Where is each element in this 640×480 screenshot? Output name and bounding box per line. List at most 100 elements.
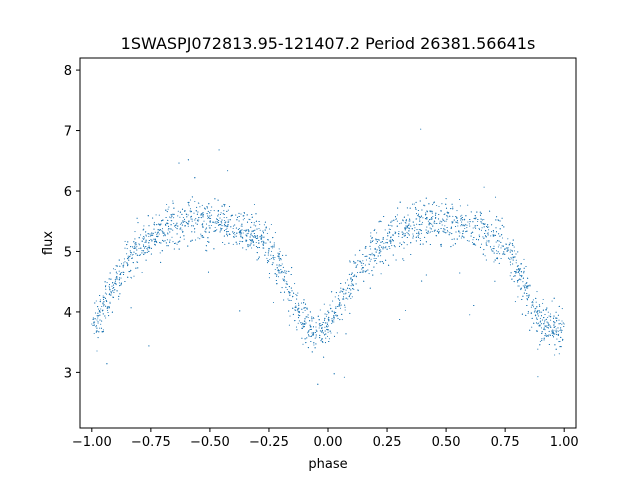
scatter-point xyxy=(142,244,145,246)
scatter-point xyxy=(325,337,327,339)
scatter-point xyxy=(351,283,353,285)
scatter-point xyxy=(181,229,183,231)
scatter-point xyxy=(438,231,440,233)
data-point xyxy=(91,323,93,325)
scatter-point xyxy=(350,292,352,294)
scatter-point xyxy=(116,265,118,267)
scatter-point xyxy=(384,247,386,249)
scatter-point xyxy=(439,222,441,224)
scatter-point xyxy=(435,235,437,237)
scatter-point xyxy=(433,230,435,232)
scatter-point xyxy=(378,221,380,223)
scatter-point xyxy=(199,238,201,240)
scatter-point xyxy=(337,317,339,319)
scatter-point xyxy=(558,305,560,307)
scatter-point xyxy=(327,310,329,312)
scatter-point xyxy=(195,218,197,220)
scatter-point xyxy=(395,232,397,234)
scatter-point xyxy=(249,236,251,238)
scatter-point xyxy=(136,254,138,256)
scatter-point xyxy=(561,329,563,331)
scatter-point xyxy=(321,341,323,343)
scatter-point xyxy=(222,241,224,244)
data-point xyxy=(362,263,364,265)
scatter-point xyxy=(97,322,99,324)
scatter-point xyxy=(415,201,417,203)
scatter-point xyxy=(143,253,145,255)
scatter-point xyxy=(331,320,333,322)
scatter-point xyxy=(544,313,546,316)
scatter-point xyxy=(554,322,556,324)
scatter-point xyxy=(412,237,414,239)
scatter-point xyxy=(254,235,256,237)
scatter-point xyxy=(310,328,312,330)
scatter-point xyxy=(107,306,109,308)
scatter-point xyxy=(258,220,260,223)
scatter-point xyxy=(300,322,302,324)
scatter-point xyxy=(410,253,412,256)
scatter-point xyxy=(442,218,444,220)
scatter-point xyxy=(149,233,151,235)
scatter-point xyxy=(219,217,221,219)
scatter-point xyxy=(555,317,557,319)
scatter-point xyxy=(200,213,202,215)
scatter-point xyxy=(524,289,526,291)
scatter-point xyxy=(497,240,499,242)
scatter-point xyxy=(370,254,372,256)
scatter-point xyxy=(406,225,409,227)
scatter-point xyxy=(320,340,322,342)
scatter-point xyxy=(371,270,373,272)
scatter-point xyxy=(273,244,275,246)
scatter-point xyxy=(466,224,468,226)
scatter-point xyxy=(536,311,538,313)
scatter-point xyxy=(141,252,143,254)
scatter-point xyxy=(172,241,174,243)
scatter-point xyxy=(474,218,476,220)
scatter-point xyxy=(95,326,97,328)
scatter-point xyxy=(431,223,433,225)
scatter-point xyxy=(232,231,234,233)
x-tick-label: −0.50 xyxy=(190,435,230,450)
scatter-point xyxy=(97,315,99,317)
scatter-point xyxy=(562,338,564,340)
scatter-point xyxy=(284,270,286,272)
scatter-point xyxy=(263,236,265,238)
scatter-point xyxy=(409,218,411,220)
scatter-point xyxy=(319,334,321,336)
scatter-point xyxy=(170,214,172,216)
scatter-point xyxy=(314,337,316,339)
scatter-point xyxy=(543,323,545,325)
y-tick-label: 6 xyxy=(64,185,72,200)
scatter-point xyxy=(412,221,414,223)
scatter-point xyxy=(281,270,283,272)
scatter-point xyxy=(135,267,137,269)
scatter-point xyxy=(509,261,511,263)
scatter-point xyxy=(282,254,284,256)
scatter-point xyxy=(361,264,363,267)
scatter-point xyxy=(267,254,269,256)
scatter-point xyxy=(377,238,379,241)
scatter-point xyxy=(518,285,520,287)
scatter-point xyxy=(451,238,453,240)
scatter-point xyxy=(333,315,335,317)
scatter-point xyxy=(301,308,303,310)
scatter-point xyxy=(323,334,326,336)
scatter-point xyxy=(101,305,103,308)
scatter-point xyxy=(319,330,321,332)
scatter-point xyxy=(549,325,551,327)
scatter-point xyxy=(527,285,529,287)
scatter-point xyxy=(496,258,499,260)
scatter-point xyxy=(557,334,559,336)
scatter-point xyxy=(326,329,328,331)
scatter-point xyxy=(480,243,483,245)
data-point xyxy=(522,281,524,283)
scatter-point xyxy=(448,234,450,236)
data-point xyxy=(404,227,406,230)
scatter-point xyxy=(176,243,178,245)
scatter-point xyxy=(470,211,472,213)
scatter-point xyxy=(234,224,236,226)
scatter-point xyxy=(433,201,435,203)
y-tick-label: 5 xyxy=(64,245,72,260)
scatter-point xyxy=(507,248,509,250)
scatter-point xyxy=(517,279,520,281)
